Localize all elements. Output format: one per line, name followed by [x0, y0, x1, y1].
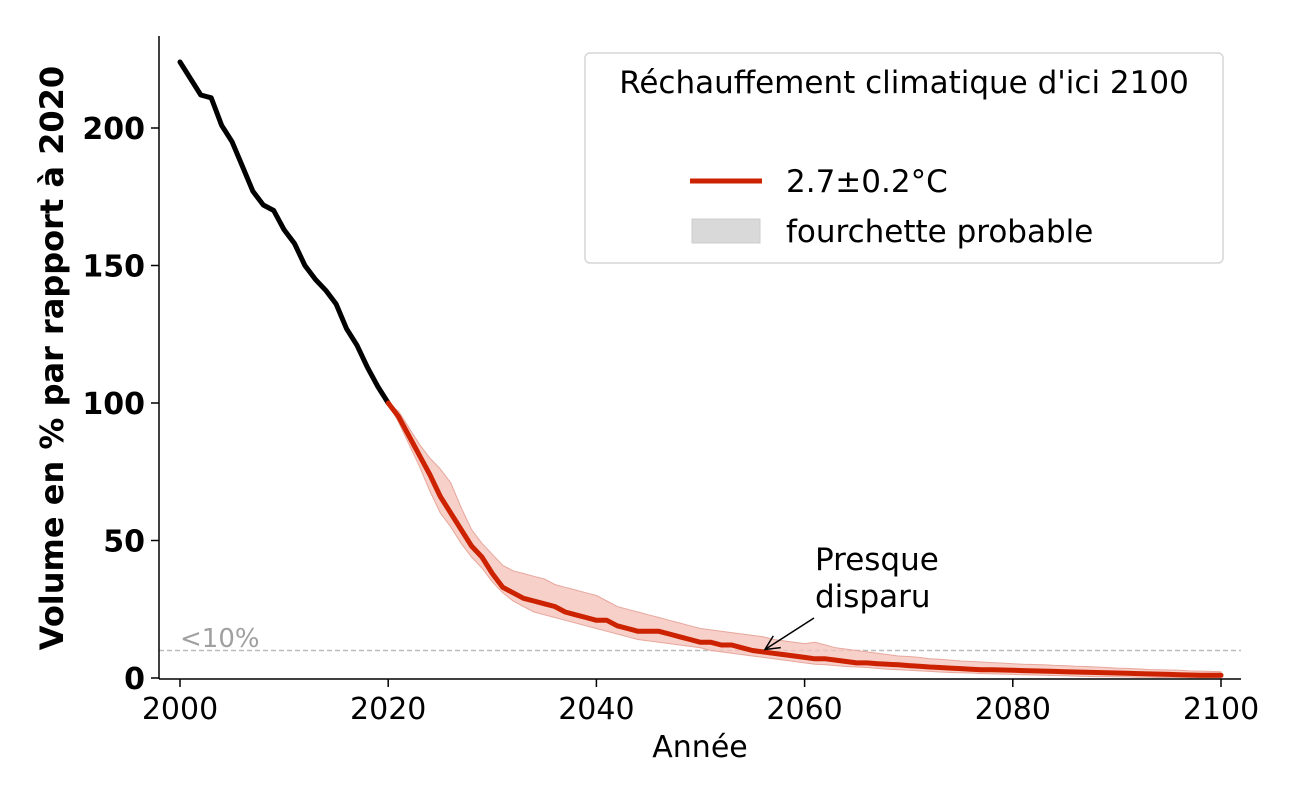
annotation-line-1: Presque — [815, 542, 939, 578]
threshold-label: <10% — [180, 624, 260, 654]
y-tick-label: 150 — [82, 250, 145, 285]
x-tick-label: 2020 — [350, 692, 426, 727]
x-tick-label: 2100 — [1183, 692, 1259, 727]
legend: Réchauffement climatique d'ici 2100 2.7±… — [584, 52, 1224, 264]
x-tick-label: 2040 — [558, 692, 634, 727]
legend-title: Réchauffement climatique d'ici 2100 — [619, 65, 1189, 101]
y-tick-label: 100 — [82, 387, 145, 422]
annotation: Presque disparu — [763, 542, 939, 651]
series-observed-line — [177, 59, 391, 406]
x-axis-label: Année — [652, 730, 747, 765]
y-ticks: 0 50 100 150 200 — [82, 112, 159, 697]
annotation-arrowhead — [763, 635, 781, 651]
legend-patch-swatch — [691, 218, 761, 244]
x-tick-label: 2060 — [766, 692, 842, 727]
series-projection-line — [385, 400, 1224, 678]
annotation-arrow — [764, 617, 815, 651]
annotation-line-2: disparu — [815, 579, 931, 615]
y-tick-label: 0 — [124, 662, 145, 697]
legend-entry-patch: fourchette probable — [786, 214, 1093, 250]
legend-entry-line: 2.7±0.2°C — [786, 164, 948, 200]
x-ticks: 2000 2020 2040 2060 2080 2100 — [142, 679, 1259, 727]
projection-band — [387, 402, 1222, 679]
x-tick-label: 2080 — [975, 692, 1051, 727]
y-tick-label: 50 — [103, 525, 145, 560]
legend-box — [584, 52, 1224, 264]
x-tick-label: 2000 — [142, 692, 218, 727]
plot-area — [159, 59, 1241, 679]
y-axis-label: Volume en % par rapport à 2020 — [33, 66, 71, 650]
y-tick-label: 200 — [82, 112, 145, 147]
